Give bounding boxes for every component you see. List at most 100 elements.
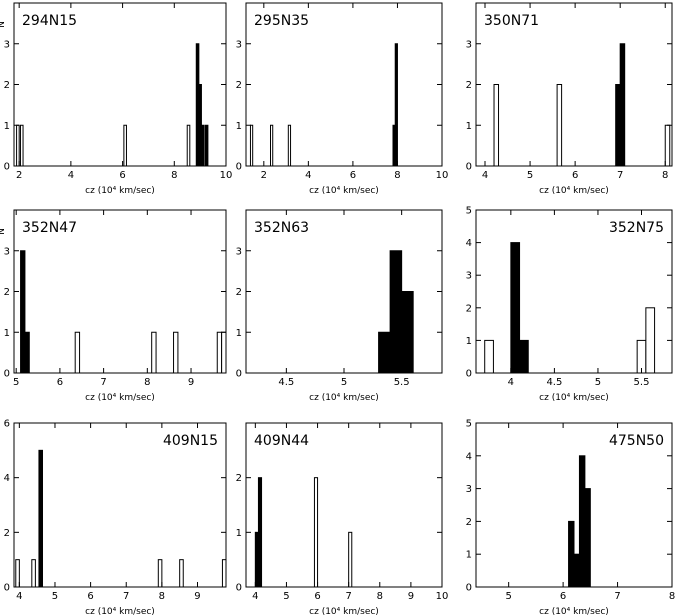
y-tick-label: 0	[236, 369, 242, 380]
filled-bar	[619, 43, 626, 167]
y-tick-label: 1	[4, 328, 10, 339]
panel-title: 350N71	[484, 13, 539, 29]
open-bar	[123, 124, 127, 167]
x-tick-label: 7	[617, 170, 623, 181]
filled-bar	[519, 339, 529, 374]
x-tick-label: 10	[436, 591, 449, 602]
y-tick-label: 0	[466, 583, 472, 594]
filled-bar	[401, 291, 414, 374]
y-tick-label: 2	[466, 303, 472, 314]
x-tick-label: 2	[16, 170, 22, 181]
histogram-panel: 2 4 6 8 10 0 1 2 3 cz (10⁴ km/sec) N 294N15	[0, 2, 232, 196]
x-axis-label: cz (10⁴ km/sec)	[309, 393, 379, 403]
y-tick-label: 4	[466, 238, 472, 249]
panel-title: 409N15	[163, 433, 218, 449]
open-bar	[221, 331, 227, 374]
panel-title: 352N63	[254, 220, 309, 236]
y-axis-label: N	[0, 228, 7, 235]
panel-title: 294N15	[22, 13, 77, 29]
x-tick-label: 5	[52, 591, 58, 602]
open-bar	[348, 531, 353, 588]
histogram-panel: 4 5 6 7 8 0 1 2 3 cz (10⁴ km/sec) 350N71	[466, 2, 673, 196]
x-tick-label: 5	[341, 377, 347, 388]
histogram-panel: 4.5 5 5.5 0 1 2 3 cz (10⁴ km/sec) 352N63	[236, 209, 443, 403]
y-tick-label: 0	[466, 162, 472, 173]
y-tick-label: 0	[4, 369, 10, 380]
histogram-panel: 4 5 6 7 8 9 0 2 4 6 cz (10⁴ km/sec) 409N15	[4, 419, 227, 616]
open-bar	[313, 477, 319, 588]
panel-title: 352N75	[609, 220, 664, 236]
y-tick-label: 4	[466, 451, 472, 462]
x-tick-label: 6	[350, 170, 356, 181]
filled-bar	[20, 250, 26, 374]
filled-bar	[615, 84, 621, 167]
y-tick-label: 6	[4, 419, 10, 430]
open-bar	[186, 124, 191, 167]
x-tick-label: 7	[123, 591, 129, 602]
histogram-panel: 4 4.5 5 5.5 0 1 2 3 4 5 cz (10⁴ km/sec) 352N75	[466, 206, 673, 403]
x-tick-label: 8	[394, 170, 400, 181]
open-bar	[151, 331, 157, 374]
open-bar	[216, 331, 223, 374]
y-tick-label: 2	[236, 80, 242, 91]
x-axis-label: cz (10⁴ km/sec)	[85, 607, 155, 616]
y-tick-label: 2	[4, 528, 10, 539]
x-tick-label: 8	[662, 170, 668, 181]
x-tick-label: 10	[436, 170, 449, 181]
plot-frame	[13, 422, 227, 588]
x-tick-label: 4	[482, 170, 488, 181]
y-axis-label: N	[0, 21, 7, 28]
y-tick-label: 1	[466, 336, 472, 347]
y-tick-label: 3	[236, 39, 242, 50]
y-tick-label: 1	[466, 550, 472, 561]
x-tick-label: 4	[16, 591, 22, 602]
y-tick-label: 2	[466, 517, 472, 528]
x-tick-label: 6	[57, 377, 63, 388]
y-tick-label: 2	[4, 287, 10, 298]
y-tick-label: 1	[466, 121, 472, 132]
y-tick-label: 4	[4, 473, 10, 484]
filled-bar	[389, 250, 403, 374]
open-bar	[157, 559, 163, 588]
y-tick-label: 3	[4, 246, 10, 257]
filled-bar	[578, 455, 586, 588]
filled-bar	[568, 520, 575, 588]
histogram-panel: 5 6 7 8 0 1 2 3 4 5 cz (10⁴ km/sec) 475N50	[466, 419, 676, 616]
filled-bar	[38, 449, 44, 588]
panel-title: 295N35	[254, 13, 309, 29]
open-bar	[270, 124, 274, 167]
x-axis-label: cz (10⁴ km/sec)	[85, 393, 155, 403]
y-tick-label: 2	[466, 80, 472, 91]
y-tick-label: 0	[466, 369, 472, 380]
x-axis-label: cz (10⁴ km/sec)	[539, 607, 609, 616]
y-tick-label: 3	[4, 39, 10, 50]
y-tick-label: 1	[236, 121, 242, 132]
y-tick-label: 2	[4, 80, 10, 91]
filled-bar	[200, 124, 205, 167]
y-tick-label: 0	[4, 583, 10, 594]
filled-bar	[204, 124, 209, 167]
open-bar	[19, 124, 24, 167]
x-tick-label: 5	[283, 591, 289, 602]
open-bar	[31, 559, 36, 588]
open-bar	[249, 124, 254, 167]
histogram-panel: 2 4 6 8 10 0 1 2 3 cz (10⁴ km/sec) 295N35	[236, 2, 449, 196]
histogram-panel: 4 5 6 7 8 9 10 0 1 2 cz (10⁴ km/sec) 409N44	[236, 422, 449, 616]
x-tick-label: 8	[144, 377, 150, 388]
x-tick-label: 6	[572, 170, 578, 181]
x-tick-label: 4.5	[278, 377, 294, 388]
x-axis-label: cz (10⁴ km/sec)	[309, 186, 379, 196]
x-tick-label: 4	[305, 170, 311, 181]
filled-bar	[584, 488, 591, 588]
x-tick-label: 5	[505, 591, 511, 602]
y-tick-label: 3	[466, 271, 472, 282]
x-tick-label: 5.5	[394, 377, 410, 388]
x-tick-label: 5	[13, 377, 19, 388]
x-tick-label: 9	[188, 377, 194, 388]
y-tick-label: 3	[466, 39, 472, 50]
filled-bar	[24, 331, 30, 374]
x-tick-label: 9	[408, 591, 414, 602]
y-tick-label: 5	[466, 206, 472, 217]
open-bar	[179, 559, 184, 588]
